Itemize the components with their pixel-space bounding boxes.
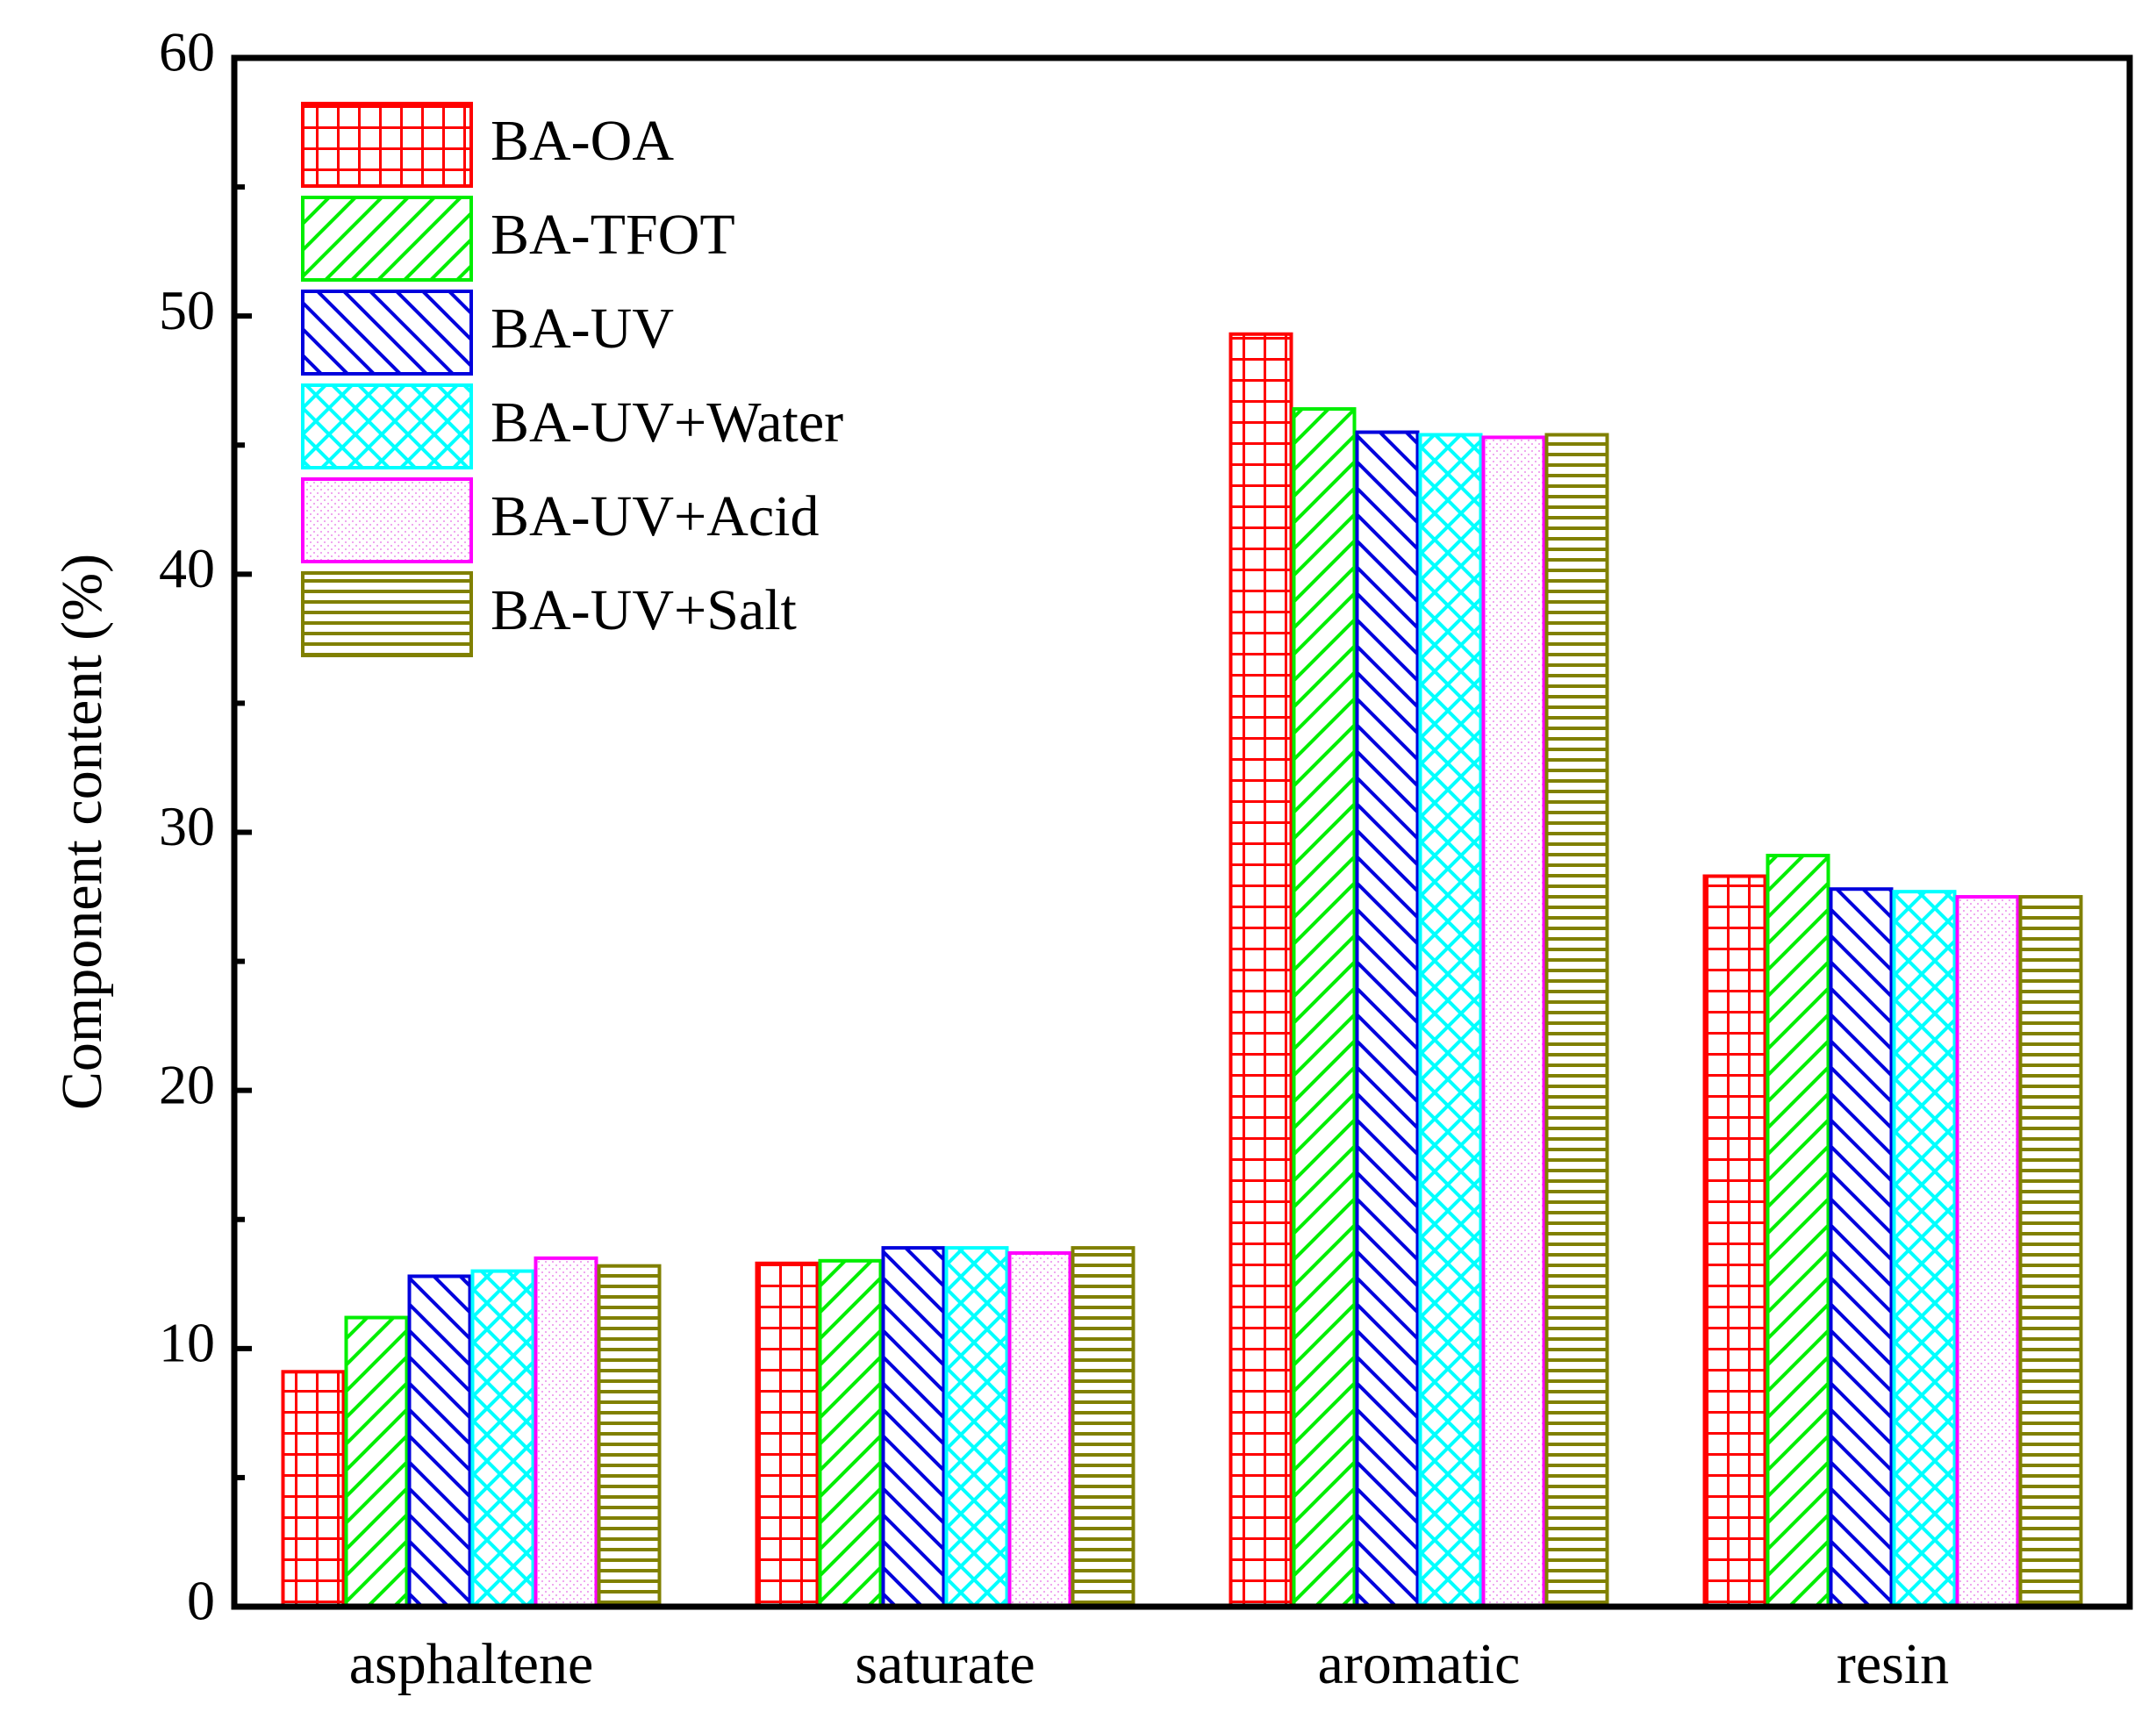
bar-aromatic-ba-uv-salt [1544,433,1609,1609]
bar-saturate-ba-oa [755,1261,820,1608]
legend: BA-OA BA-TFOT BA-UV BA-UV+Water BA-UV+Acid BA… [301,102,843,657]
bar-asphaltene-ba-oa [281,1370,346,1609]
bar-saturate-ba-uv-water [944,1246,1009,1608]
bar-resin-ba-uv-acid [1955,895,2020,1608]
legend-label: BA-UV+Water [491,390,843,455]
bars-layer [281,332,2083,1609]
legend-swatch-ba-uv-salt [301,571,473,657]
bar-aromatic-ba-tfot [1292,407,1357,1609]
bar-aromatic-ba-uv-water [1418,433,1483,1609]
y-tick-label: 40 [159,537,215,599]
legend-label: BA-UV+Acid [491,484,820,548]
x-axis: asphaltene saturate aromatic resin [349,1632,1949,1696]
legend-label: BA-UV [491,297,674,361]
bar-asphaltene-ba-tfot [344,1315,409,1608]
x-tick-label-asphaltene: asphaltene [349,1632,594,1696]
y-axis-title: Component content (%) [50,554,114,1110]
y-tick-label: 50 [159,279,215,341]
bar-saturate-ba-uv [881,1246,946,1608]
bar-resin-ba-tfot [1766,853,1830,1608]
legend-swatch-ba-uv-water [301,383,473,469]
y-tick-label: 30 [159,795,215,857]
y-axis: 0 10 20 30 40 50 60 [159,21,252,1632]
legend-swatch-ba-uv [301,290,473,376]
bar-asphaltene-ba-uv [407,1274,472,1608]
bar-asphaltene-ba-uv-salt [597,1264,662,1608]
bar-resin-ba-oa [1702,874,1767,1608]
legend-swatch-ba-tfot [301,196,473,282]
bar-aromatic-ba-oa [1228,332,1293,1609]
bar-resin-ba-uv [1829,887,1894,1608]
x-tick-label-saturate: saturate [855,1632,1035,1696]
x-tick-label-resin: resin [1837,1632,1949,1696]
bar-resin-ba-uv-salt [2018,895,2083,1608]
bar-aromatic-ba-uv [1355,430,1420,1609]
legend-swatch-ba-uv-acid [301,477,473,563]
legend-label: BA-UV+Salt [491,578,797,642]
bar-asphaltene-ba-uv-water [470,1269,535,1609]
y-tick-label: 20 [159,1053,215,1115]
bar-resin-ba-uv-water [1892,890,1957,1608]
y-tick-label: 60 [159,21,215,83]
bar-aromatic-ba-uv-acid [1481,435,1546,1608]
bar-saturate-ba-uv-acid [1007,1250,1072,1609]
x-tick-label-aromatic: aromatic [1318,1632,1521,1696]
legend-label: BA-TFOT [491,203,735,267]
y-tick-label: 0 [187,1570,215,1632]
bar-asphaltene-ba-uv-acid [534,1256,598,1608]
legend-swatch-ba-oa [301,102,473,188]
bar-saturate-ba-uv-salt [1071,1246,1135,1608]
bar-saturate-ba-tfot [818,1258,883,1608]
y-tick-label: 10 [159,1312,215,1374]
legend-label: BA-OA [491,109,674,173]
